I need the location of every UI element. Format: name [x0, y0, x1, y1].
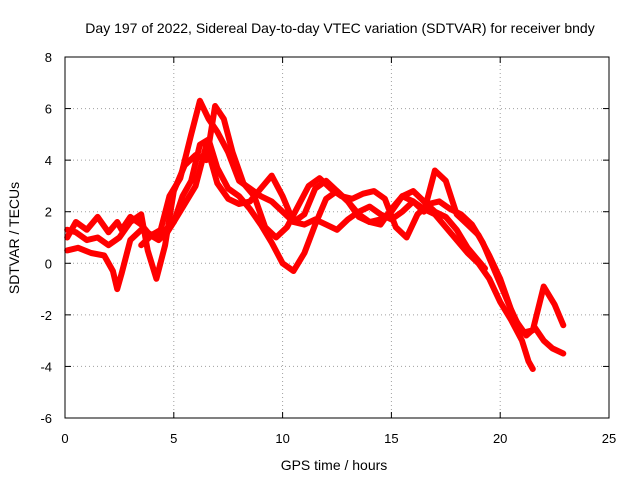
x-tick-label: 0 — [61, 431, 68, 446]
grid — [65, 57, 609, 418]
y-tick-label: 0 — [45, 256, 52, 271]
x-tick-label: 15 — [384, 431, 398, 446]
x-tick-label: 20 — [493, 431, 507, 446]
y-tick-label: -2 — [40, 308, 52, 323]
chart-title: Day 197 of 2022, Sidereal Day-to-day VTE… — [85, 20, 594, 36]
plot-frame — [64, 56, 610, 419]
x-tick-label: 5 — [170, 431, 177, 446]
x-tick-label: 25 — [602, 431, 616, 446]
y-tick-label: -4 — [40, 359, 52, 374]
y-tick-label: 6 — [45, 102, 52, 117]
y-tick-label: 2 — [45, 205, 52, 220]
x-tick-label: 10 — [275, 431, 289, 446]
y-tick-label: 4 — [45, 153, 52, 168]
axis-ticks: 0 5 10 15 20 25 -6 -4 -2 0 2 4 6 8 — [40, 50, 616, 446]
series-line-4 — [138, 141, 567, 336]
series-group — [64, 97, 567, 372]
y-tick-label: 8 — [45, 50, 52, 65]
series-line-1 — [64, 136, 488, 274]
y-tick-label: -6 — [40, 411, 52, 426]
y-axis-label: SDTVAR / TECUs — [6, 182, 22, 294]
x-axis-label: GPS time / hours — [281, 457, 388, 473]
